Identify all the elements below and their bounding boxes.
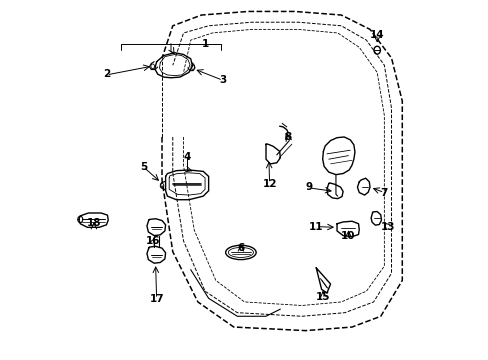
Text: 8: 8 — [284, 132, 290, 142]
Text: 17: 17 — [149, 294, 163, 304]
Text: 2: 2 — [102, 69, 110, 79]
Text: 6: 6 — [237, 243, 244, 253]
Text: 15: 15 — [316, 292, 330, 302]
Text: 5: 5 — [140, 162, 147, 172]
Text: 12: 12 — [262, 179, 276, 189]
Text: 1: 1 — [201, 39, 208, 49]
Text: 9: 9 — [305, 182, 312, 192]
Text: 16: 16 — [145, 236, 160, 246]
Text: 7: 7 — [380, 188, 387, 198]
Text: 4: 4 — [183, 152, 190, 162]
Text: 11: 11 — [308, 222, 323, 231]
Text: 14: 14 — [369, 30, 384, 40]
Text: 18: 18 — [86, 218, 101, 228]
Text: 3: 3 — [219, 75, 226, 85]
Text: 10: 10 — [341, 231, 355, 240]
Text: 13: 13 — [380, 222, 394, 231]
